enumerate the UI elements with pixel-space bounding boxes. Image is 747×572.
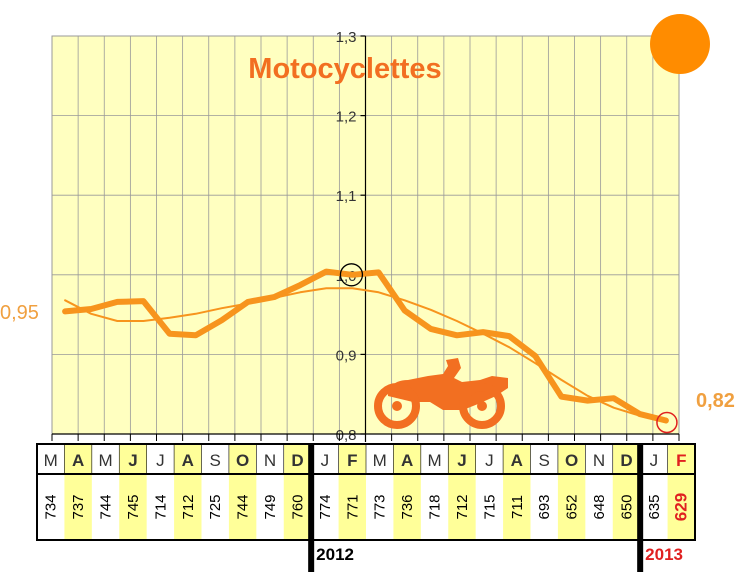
y-tick-label: 1,1 bbox=[336, 188, 357, 205]
year-label: 2012 bbox=[316, 545, 354, 564]
column-highlight bbox=[119, 444, 147, 540]
count-label: 693 bbox=[536, 494, 553, 519]
month-label: N bbox=[264, 451, 276, 470]
column-highlight bbox=[612, 444, 641, 540]
count-label: 725 bbox=[207, 494, 224, 519]
count-label: 712 bbox=[180, 494, 197, 519]
column-highlight bbox=[393, 444, 421, 540]
markers bbox=[339, 263, 678, 434]
column-highlight bbox=[503, 444, 531, 540]
column-highlight bbox=[338, 444, 366, 540]
month-label: J bbox=[128, 451, 137, 470]
start-value-label: 0,95 bbox=[0, 302, 39, 324]
series-line-main bbox=[62, 268, 669, 424]
month-label: A bbox=[401, 451, 413, 470]
column-highlight bbox=[64, 444, 92, 540]
month-label: S bbox=[539, 451, 550, 470]
column-highlight bbox=[228, 444, 257, 540]
count-label: 652 bbox=[564, 494, 581, 519]
count-label: 712 bbox=[454, 494, 471, 519]
count-label: 744 bbox=[235, 494, 252, 519]
month-label: O bbox=[565, 451, 578, 470]
count-label: 774 bbox=[317, 494, 334, 519]
month-label: F bbox=[676, 451, 686, 470]
column-highlight bbox=[174, 444, 202, 540]
motorcycle-icon bbox=[374, 358, 508, 429]
month-label: J bbox=[156, 451, 165, 470]
count-label: 760 bbox=[290, 494, 307, 519]
count-label: 749 bbox=[262, 494, 279, 519]
month-label: M bbox=[98, 451, 112, 470]
count-label: 714 bbox=[152, 494, 169, 519]
count-label: 771 bbox=[344, 494, 361, 519]
year-label: 2013 bbox=[645, 545, 683, 564]
column-highlight bbox=[667, 444, 695, 540]
month-label: D bbox=[291, 451, 303, 470]
count-label: 650 bbox=[619, 494, 636, 519]
x-axis bbox=[51, 433, 680, 441]
sun-icon bbox=[650, 14, 710, 74]
month-label: N bbox=[593, 451, 605, 470]
count-label: 734 bbox=[43, 494, 60, 519]
month-label: J bbox=[650, 451, 659, 470]
count-label: 648 bbox=[591, 494, 608, 519]
month-label: M bbox=[373, 451, 387, 470]
count-label: 718 bbox=[427, 494, 444, 519]
month-label: A bbox=[182, 451, 194, 470]
month-label: O bbox=[236, 451, 249, 470]
count-label: 715 bbox=[481, 494, 498, 519]
column-highlight bbox=[448, 444, 476, 540]
y-tick-label: 0,8 bbox=[336, 427, 357, 444]
count-label: 773 bbox=[372, 494, 389, 519]
month-label: F bbox=[347, 451, 357, 470]
column-highlight bbox=[283, 444, 312, 540]
month-label: J bbox=[485, 451, 494, 470]
column-highlight bbox=[557, 444, 586, 540]
count-label: 711 bbox=[509, 495, 526, 519]
month-label: D bbox=[620, 451, 632, 470]
chart-title: Motocyclettes bbox=[248, 53, 441, 85]
count-label: 745 bbox=[125, 494, 142, 519]
year-separator bbox=[308, 444, 315, 572]
y-tick-label: 1,2 bbox=[336, 109, 357, 126]
series-lines bbox=[62, 268, 669, 424]
month-label: J bbox=[321, 451, 330, 470]
count-label: 737 bbox=[70, 494, 87, 519]
y-tick-label: 0,9 bbox=[336, 347, 357, 364]
count-label: 629 bbox=[671, 493, 690, 521]
count-label: 635 bbox=[646, 494, 663, 519]
month-label: A bbox=[511, 451, 523, 470]
end-value-label: 0,82 bbox=[696, 390, 735, 412]
series-line-trend bbox=[64, 287, 667, 421]
year-separator bbox=[637, 444, 644, 572]
reference-marker bbox=[339, 263, 364, 287]
month-label: A bbox=[72, 451, 84, 470]
month-label: S bbox=[210, 451, 221, 470]
month-label: M bbox=[427, 451, 441, 470]
count-label: 736 bbox=[399, 494, 416, 519]
end-marker bbox=[656, 411, 678, 434]
y-tick-label: 1,3 bbox=[336, 29, 357, 46]
count-label: 744 bbox=[98, 494, 115, 519]
month-label: M bbox=[44, 451, 58, 470]
month-label: J bbox=[457, 451, 466, 470]
